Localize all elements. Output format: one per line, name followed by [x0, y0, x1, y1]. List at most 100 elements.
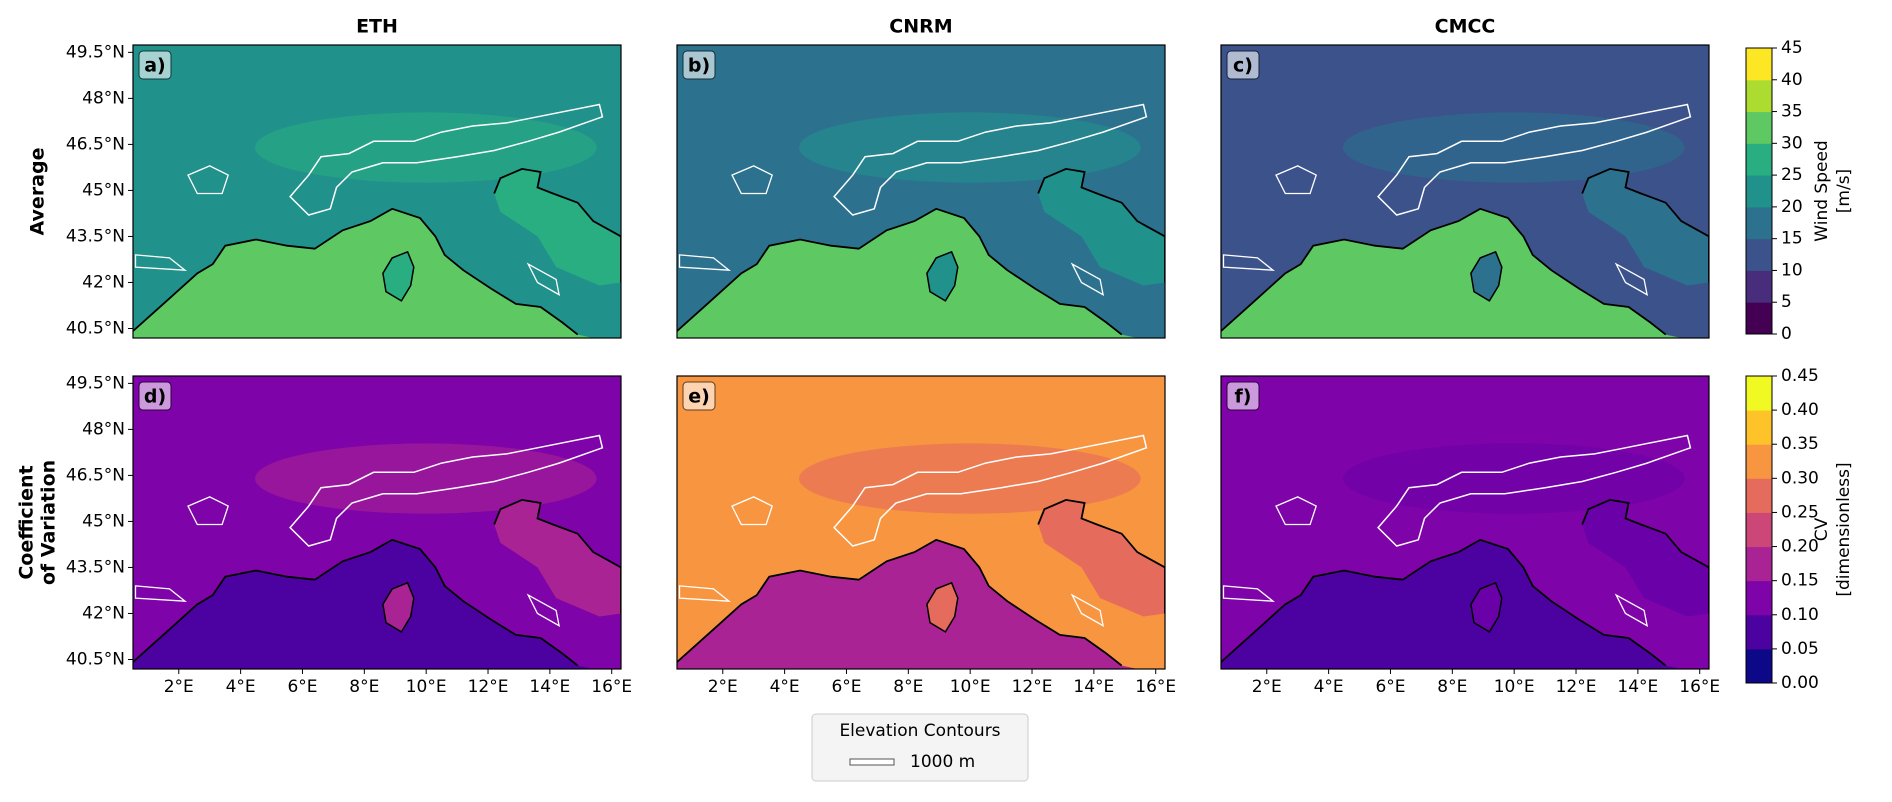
colorbar-segment — [1746, 410, 1772, 445]
y-tick-label: 42°N — [82, 272, 125, 292]
colorbar-segment — [1746, 175, 1772, 208]
coastline — [1037, 498, 1165, 614]
elevation-contour — [187, 165, 229, 195]
panel-label: b) — [688, 55, 710, 77]
elevation-contour — [1222, 254, 1276, 271]
panel-frame — [676, 375, 1166, 670]
colorbar-tick-label: 5 — [1781, 292, 1792, 312]
colorbar-tick-label: 0.45 — [1781, 366, 1819, 386]
colorbar-segment — [1746, 302, 1772, 335]
x-tick-label: 2°E — [1252, 677, 1282, 697]
coastline — [493, 498, 621, 614]
colorbar-segment — [1746, 111, 1772, 144]
column-title: CNRM — [889, 16, 952, 38]
y-tick-label: 48°N — [82, 419, 125, 439]
island — [382, 581, 415, 633]
x-tick-label: 10°E — [406, 677, 447, 697]
row-title: Average — [27, 148, 49, 236]
panel-label: d) — [144, 386, 166, 408]
x-tick-label: 8°E — [349, 677, 379, 697]
x-tick-label: 4°E — [226, 677, 256, 697]
coastline — [1581, 498, 1709, 614]
coastline — [677, 538, 1123, 667]
y-tick-label: 49.5°N — [66, 373, 125, 393]
colorbar-segment — [1746, 580, 1772, 616]
colorbar-tick-label: 0.15 — [1781, 571, 1819, 591]
colorbar-segment — [1746, 143, 1772, 176]
y-tick-label: 42°N — [82, 603, 125, 623]
x-tick-label: 6°E — [831, 677, 861, 697]
colorbar-tick-label: 0.25 — [1781, 502, 1819, 522]
colorbar-tick-label: 0.35 — [1781, 434, 1819, 454]
colorbar-label: [m/s] — [1834, 169, 1854, 213]
x-tick-label: 2°E — [708, 677, 738, 697]
colorbar-segment — [1746, 512, 1772, 548]
map-panel — [1221, 376, 1709, 669]
elevation-contour — [833, 434, 1148, 547]
y-tick-label: 45°N — [82, 180, 125, 200]
sea-fill — [494, 168, 621, 286]
colorbar-segment — [1746, 478, 1772, 513]
x-tick-label: 14°E — [529, 677, 570, 697]
sea-fill — [1582, 499, 1709, 617]
texture — [254, 112, 597, 183]
colorbar-tick-label: 45 — [1781, 38, 1803, 58]
x-tick-label: 4°E — [1314, 677, 1344, 697]
elevation-contour — [526, 593, 561, 627]
x-tick-label: 10°E — [950, 677, 991, 697]
coastline — [133, 207, 579, 336]
elevation-contour — [1222, 585, 1276, 602]
x-tick-label: 2°E — [164, 677, 194, 697]
panel-label: a) — [144, 55, 166, 77]
x-tick-label: 12°E — [1556, 677, 1597, 697]
colorbar-segment — [1746, 79, 1772, 113]
island — [1470, 250, 1503, 302]
y-tick-label: 48°N — [82, 88, 125, 108]
sea-fill — [1038, 168, 1165, 286]
x-tick-label: 8°E — [893, 677, 923, 697]
map-panel — [133, 45, 621, 338]
panel-label: f) — [1235, 386, 1252, 408]
panel-label: c) — [1233, 55, 1253, 77]
colorbar-label: CV — [1812, 517, 1832, 541]
island — [926, 581, 959, 633]
colorbar-segment — [1746, 614, 1772, 650]
colorbar-frame — [1745, 375, 1773, 684]
elevation-contour — [134, 585, 188, 602]
row-title: of Variation — [38, 460, 60, 585]
x-tick-label: 8°E — [1437, 677, 1467, 697]
colorbar-label: [dimensionless] — [1834, 462, 1854, 596]
colorbar-tick-label: 0.20 — [1781, 537, 1819, 557]
elevation-contour — [1275, 496, 1317, 526]
colorbar-tick-label: 25 — [1781, 165, 1803, 185]
colorbar-tick-label: 0.00 — [1781, 673, 1819, 693]
panel-label-box — [1226, 381, 1260, 411]
colorbar-segment — [1746, 444, 1772, 479]
elevation-contour — [731, 165, 773, 195]
texture — [254, 443, 597, 514]
map-panel — [133, 376, 621, 669]
colorbar-tick-label: 40 — [1781, 70, 1803, 90]
colorbar-tick-label: 0.40 — [1781, 400, 1819, 420]
legend-entry: 1000 m — [910, 752, 975, 772]
legend-title: Elevation Contours — [839, 721, 1000, 741]
colorbar-tick-label: 30 — [1781, 133, 1803, 153]
x-tick-label: 16°E — [1679, 677, 1720, 697]
colorbar-segment — [1746, 48, 1772, 81]
sea-fill — [1038, 499, 1165, 617]
colorbar-tick-label: 0.10 — [1781, 605, 1819, 625]
elevation-contour — [833, 103, 1148, 216]
y-tick-label: 46.5°N — [66, 134, 125, 154]
panel-frame — [132, 44, 622, 339]
elevation-contour — [1070, 593, 1105, 627]
x-tick-label: 6°E — [287, 677, 317, 697]
colorbar-frame — [1745, 47, 1773, 335]
island — [382, 250, 415, 302]
sea-fill — [494, 499, 621, 617]
x-tick-label: 16°E — [591, 677, 632, 697]
panel-label-box — [138, 50, 172, 80]
column-title: CMCC — [1435, 16, 1496, 38]
panel-label-box — [682, 381, 716, 411]
texture — [1343, 443, 1685, 514]
x-tick-label: 14°E — [1617, 677, 1658, 697]
